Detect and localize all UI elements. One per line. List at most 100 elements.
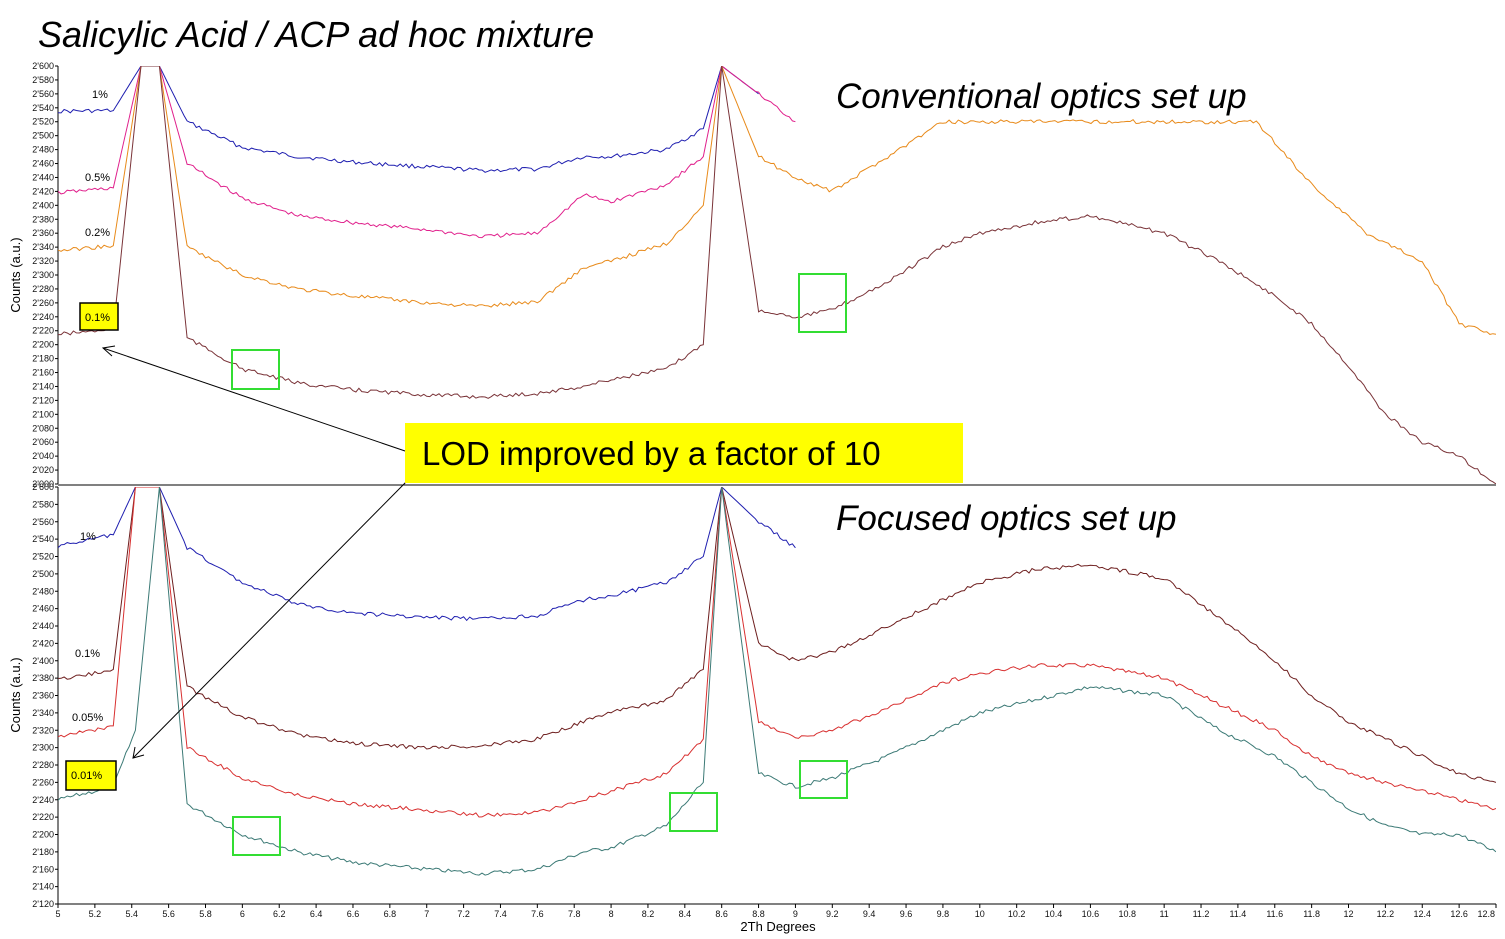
highlight-box-bottom-9deg (799, 760, 848, 799)
label-bottom-001pct: 0.01% (71, 770, 102, 782)
highlight-box-bottom-8-4deg (669, 792, 718, 832)
conventional-y-tick-label: 2'160 (32, 368, 54, 378)
focused-x-tick-label: 8.6 (715, 909, 728, 919)
conventional-y-tick-label: 2'140 (32, 381, 54, 391)
focused-x-tick-label: 11 (1159, 909, 1168, 919)
arrow-head-bottom (132, 746, 145, 759)
focused-x-ticks: 5 5.2 5.4 5.6 5.8 6 6.2 6.4 6.6 6.8 7 7.2 7.4 7.6 7.8 8… (55, 904, 1497, 919)
focused-x-tick-label: 11.8 (1303, 909, 1320, 919)
conventional-y-label: Counts (a.u.) (8, 237, 23, 312)
focused-x-tick-label: 12 (1344, 909, 1354, 919)
label-top-05pct: 0.5% (85, 172, 110, 184)
conventional-y-tick-label: 2'320 (32, 256, 54, 266)
focused-x-tick-label: 12.2 (1377, 909, 1395, 919)
focused-x-tick-label: 8.2 (642, 909, 655, 919)
conventional-y-tick-label: 2'000 (32, 479, 54, 489)
focused-x-tick-label: 6.8 (384, 909, 397, 919)
conventional-y-tick-label: 2'280 (32, 284, 54, 294)
focused-x-tick-label: 5.4 (125, 909, 138, 919)
label-bottom-1pct: 1% (80, 531, 96, 543)
focused-x-tick-label: 8 (609, 909, 614, 919)
focused-x-tick-label: 6.6 (347, 909, 360, 919)
focused-x-tick-label: 12.8 (1477, 909, 1495, 919)
focused-series (58, 487, 1496, 876)
focused-x-tick-label: 9.4 (863, 909, 876, 919)
focused-x-tick-label: 10.2 (1008, 909, 1026, 919)
conventional-series (58, 66, 1496, 484)
conventional-y-tick-label: 2'220 (32, 326, 54, 336)
conventional-y-tick-label: 2'340 (32, 242, 54, 252)
peak-highlight-boxes (231, 273, 848, 856)
conventional-y-tick-label: 2'200 (32, 340, 54, 350)
conventional-y-tick-label: 2'100 (32, 409, 54, 419)
focused-y-ticks: 2'120 2'140 2'160 2'180 2'200 2'220 2'240 2'260… (32, 482, 58, 909)
focused-x-tick-label: 5.2 (89, 909, 102, 919)
conventional-y-tick-label: 2'300 (32, 270, 54, 280)
focused-y-tick-label: 2'380 (32, 673, 54, 683)
focused-y-tick-label: 2'260 (32, 777, 54, 787)
conventional-y-tick-label: 2'020 (32, 465, 54, 475)
focused-y-tick-label: 2'280 (32, 760, 54, 770)
main-title: Salicylic Acid / ACP ad hoc mixture (38, 14, 595, 55)
conventional-y-tick-label: 2'520 (32, 117, 54, 127)
focused-x-tick-label: 7.2 (457, 909, 470, 919)
conventional-y-tick-label: 2'560 (32, 89, 54, 99)
focused-y-tick-label: 2'500 (32, 569, 54, 579)
focused-y-tick-label: 2'460 (32, 604, 54, 614)
conventional-y-tick-label: 2'480 (32, 145, 54, 155)
focused-x-tick-label: 10.8 (1119, 909, 1137, 919)
conventional-y-tick-label: 2'580 (32, 75, 54, 85)
label-top-01pct: 0.1% (85, 312, 110, 324)
focused-x-tick-label: 10.6 (1082, 909, 1100, 919)
focused-y-tick-label: 2'580 (32, 499, 54, 509)
focused-y-tick-label: 2'340 (32, 708, 54, 718)
focused-y-tick-label: 2'300 (32, 743, 54, 753)
callout-arrows (101, 345, 409, 759)
focused-y-label: Counts (a.u.) (8, 657, 23, 732)
conventional-y-tick-label: 2'500 (32, 131, 54, 141)
focused-y-tick-label: 2'140 (32, 882, 54, 892)
focused-x-tick-label: 11.6 (1266, 909, 1283, 919)
conventional-y-tick-label: 2'460 (32, 159, 54, 169)
focused-panel: 2'120 2'140 2'160 2'180 2'200 2'220 2'240 2'260… (8, 482, 1497, 934)
focused-x-tick-label: 11.2 (1193, 909, 1210, 919)
focused-x-tick-label: 9.8 (937, 909, 950, 919)
focused-x-tick-label: 7.4 (494, 909, 507, 919)
conventional-y-tick-label: 2'420 (32, 186, 54, 196)
highlight-box-top-6deg (231, 349, 280, 390)
conventional-y-tick-label: 2'380 (32, 214, 54, 224)
conventional-series-line-0-1pct (58, 66, 1496, 484)
focused-y-tick-label: 2'120 (32, 899, 54, 909)
focused-x-tick-label: 6.4 (310, 909, 323, 919)
conventional-y-tick-label: 2'260 (32, 298, 54, 308)
conventional-y-tick-label: 2'360 (32, 228, 54, 238)
focused-series-line-1pct (58, 487, 796, 622)
conventional-y-tick-label: 2'400 (32, 200, 54, 210)
focused-y-tick-label: 2'520 (32, 552, 54, 562)
focused-series-line-0-1pct (58, 487, 1496, 783)
focused-y-tick-label: 2'600 (32, 482, 54, 492)
focused-x-tick-label: 7.8 (568, 909, 581, 919)
arrow-to-top-label (102, 347, 409, 453)
conventional-y-ticks: 2'000 2'020 2'040 2'060 2'080 2'100 2'120 2'140… (32, 61, 58, 489)
conventional-y-tick-label: 2'600 (32, 61, 54, 71)
highlight-box-top-9deg (798, 273, 847, 333)
conventional-y-tick-label: 2'080 (32, 423, 54, 433)
conventional-y-tick-label: 2'180 (32, 354, 54, 364)
focused-y-tick-label: 2'160 (32, 864, 54, 874)
conventional-y-tick-label: 2'040 (32, 451, 54, 461)
focused-x-label: 2Th Degrees (740, 919, 816, 934)
focused-x-tick-label: 5.8 (199, 909, 212, 919)
arrow-head-top (101, 345, 116, 357)
focused-y-tick-label: 2'180 (32, 847, 54, 857)
focused-x-tick-label: 7 (424, 909, 429, 919)
focused-y-tick-label: 2'440 (32, 621, 54, 631)
focused-y-tick-label: 2'400 (32, 656, 54, 666)
callout-box (405, 423, 963, 483)
conventional-y-tick-label: 2'060 (32, 437, 54, 447)
focused-x-tick-label: 9 (793, 909, 798, 919)
focused-x-tick-label: 10.4 (1045, 909, 1063, 919)
focused-y-tick-label: 2'240 (32, 795, 54, 805)
conventional-panel: 2'000 2'020 2'040 2'060 2'080 2'100 2'120 2'140… (8, 61, 1496, 489)
